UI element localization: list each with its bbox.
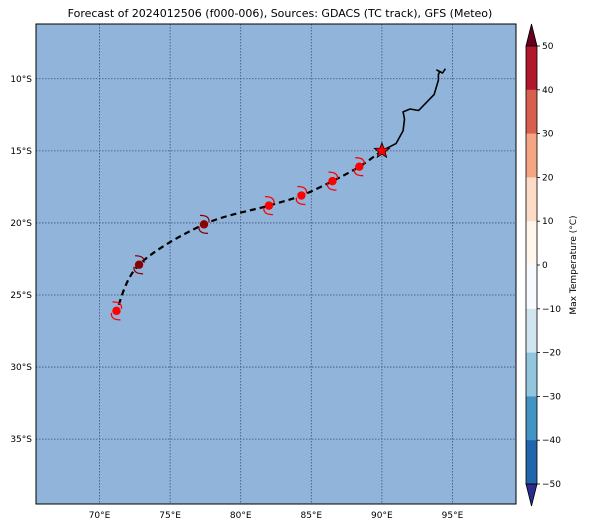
lat-tick-label: 35°S (10, 435, 32, 445)
cyclone-symbol-icon (295, 185, 308, 206)
colorbar-band (526, 133, 537, 178)
cyclone-symbol-icon (263, 195, 275, 216)
colorbar-tick-label: 40 (542, 86, 554, 96)
colorbar-band (526, 440, 537, 485)
colorbar-tick-label: −50 (542, 480, 561, 490)
colorbar-tick-label: 10 (542, 217, 554, 227)
latitude-tick-labels: 10°S 15°S 20°S 25°S 30°S 35°S (10, 75, 32, 445)
colorbar-tick-label: 0 (542, 261, 548, 271)
colorbar-band (526, 308, 537, 353)
map-title: Forecast of 2024012506 (f000-006), Sourc… (67, 7, 493, 20)
past-track-line (381, 68, 447, 152)
colorbar-tick-label: −20 (542, 349, 561, 359)
lat-tick-label: 15°S (10, 147, 32, 157)
past-track (381, 68, 447, 152)
colorbar-band (526, 89, 537, 134)
colorbar: 50 40 30 20 10 0 −10 −20 −30 −40 −50 Max Temperatur… (525, 23, 579, 507)
lon-tick-label: 80°E (230, 511, 252, 521)
cyclone-symbol-icon (198, 214, 210, 235)
colorbar-band (526, 177, 537, 222)
colorbar-tick-label: −40 (542, 436, 561, 446)
colorbar-band (526, 221, 537, 266)
colorbar-max-extension (525, 23, 538, 47)
lat-tick-label: 10°S (10, 75, 32, 85)
cyclone-symbol-icon (110, 301, 123, 321)
lon-tick-label: 75°E (159, 511, 181, 521)
track-markers (110, 141, 391, 321)
current-position-star-icon (373, 141, 391, 159)
colorbar-band (526, 352, 537, 397)
lon-tick-label: 95°E (442, 511, 464, 521)
colorbar-min-extension (525, 483, 538, 507)
colorbar-tick-label: 20 (542, 173, 554, 183)
cyclone-symbol-icon (353, 157, 366, 177)
map-frame (35, 23, 517, 505)
colorbar-tick-label: −10 (542, 305, 561, 315)
colorbar-label: Max Temperature (°C) (569, 215, 579, 314)
lon-tick-label: 90°E (371, 511, 393, 521)
lat-tick-label: 30°S (10, 363, 32, 373)
cyclone-symbol-icon (326, 171, 339, 191)
map-gridlines (36, 24, 516, 504)
map-ocean (36, 24, 516, 504)
lon-tick-label: 85°E (300, 511, 322, 521)
colorbar-band (526, 46, 537, 91)
colorbar-band (526, 265, 537, 310)
colorbar-tick-label: 30 (542, 130, 554, 140)
colorbar-tick-label: −30 (542, 392, 561, 402)
longitude-tick-labels: 70°E 75°E 80°E 85°E 90°E 95°E (89, 511, 464, 521)
lon-tick-label: 70°E (89, 511, 111, 521)
lat-tick-label: 20°S (10, 219, 32, 229)
colorbar-tick-label: 50 (542, 42, 554, 52)
lat-tick-label: 25°S (10, 291, 32, 301)
cyclone-symbol-icon (133, 255, 145, 275)
colorbar-band (526, 396, 537, 441)
